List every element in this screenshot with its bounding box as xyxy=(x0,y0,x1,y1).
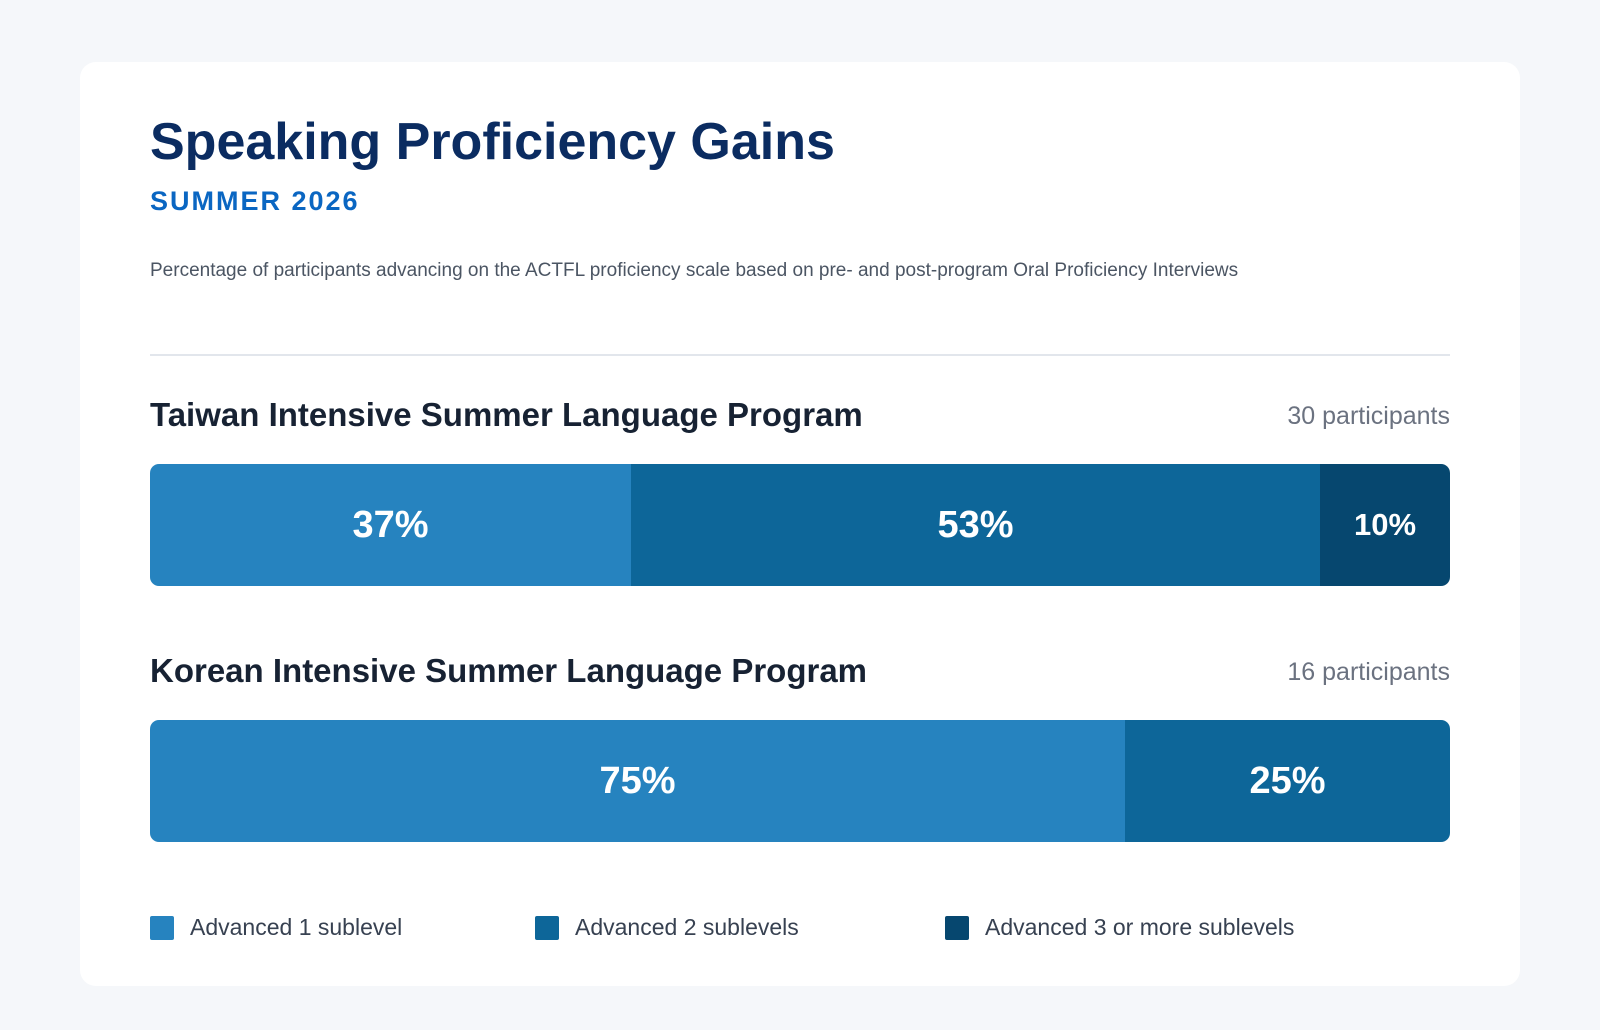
participant-count: 30 participants xyxy=(1287,402,1450,430)
legend-label: Advanced 1 sublevel xyxy=(190,914,403,940)
bar-segment: 10% xyxy=(1320,464,1450,586)
stacked-bar: 37% 53% 10% xyxy=(150,464,1450,586)
bar-segment: 37% xyxy=(150,464,631,586)
participant-count: 16 participants xyxy=(1287,658,1450,686)
legend-swatch xyxy=(150,915,174,940)
chart-card: Speaking Proficiency Gains SUMMER 2026 P… xyxy=(80,62,1520,986)
legend-label: Advanced 3 or more sublevels xyxy=(985,914,1295,940)
bar-segment: 25% xyxy=(1125,720,1450,842)
legend: Advanced 1 sublevel Advanced 2 sublevels… xyxy=(150,914,1450,944)
legend-label: Advanced 2 sublevels xyxy=(575,914,799,940)
legend-swatch xyxy=(535,915,559,940)
chart-subtitle: SUMMER 2026 xyxy=(150,186,360,216)
legend-item: Advanced 1 sublevel xyxy=(150,914,402,941)
data-label: 53% xyxy=(937,503,1014,546)
data-label: 37% xyxy=(352,503,429,546)
legend-item: Advanced 3 or more sublevels xyxy=(945,914,1294,941)
legend-item: Advanced 2 sublevels xyxy=(535,914,799,941)
data-label: 10% xyxy=(1353,507,1417,542)
chart-description: Percentage of participants advancing on … xyxy=(150,260,1239,281)
program-name: Korean Intensive Summer Language Program xyxy=(150,652,868,689)
bar-segment: 75% xyxy=(150,720,1125,842)
data-label: 75% xyxy=(599,759,676,802)
divider xyxy=(150,354,1450,356)
bar-segment: 53% xyxy=(631,464,1320,586)
stacked-bar: 75% 25% xyxy=(150,720,1450,842)
program-name: Taiwan Intensive Summer Language Program xyxy=(150,396,863,433)
chart-title: Speaking Proficiency Gains xyxy=(150,113,835,171)
data-label: 25% xyxy=(1249,759,1326,802)
legend-swatch xyxy=(945,915,969,940)
